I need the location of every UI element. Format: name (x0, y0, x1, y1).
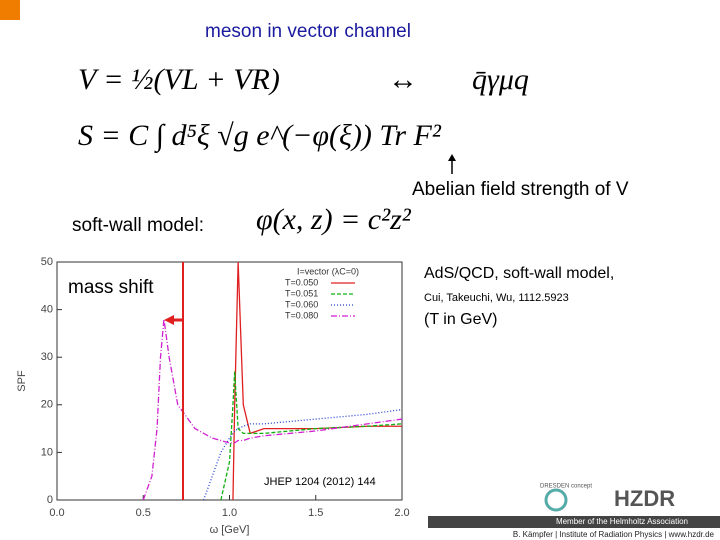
logo-mark (544, 488, 568, 512)
series-line (220, 371, 402, 500)
series-line (142, 319, 402, 500)
x-tick-label: 0.0 (49, 507, 64, 519)
x-tick-label: 1.5 (308, 507, 323, 519)
footer-text: B. Kämpfer | Institute of Radiation Phys… (513, 530, 715, 539)
equation: φ(x, z) = c²z² (256, 203, 412, 236)
citation: JHEP 1204 (2012) 144 (264, 476, 376, 488)
arrow-head (448, 154, 456, 161)
y-tick-label: 20 (41, 399, 53, 411)
y-tick-label: 30 (41, 351, 53, 363)
equation: ↔ (388, 63, 418, 96)
legend-label: T=0.080 (285, 310, 318, 320)
equation: S = C ∫ d⁵ξ √g e^(−φ(ξ)) Tr F² (78, 119, 442, 154)
series-line (203, 408, 402, 500)
y-axis-label: SPF (16, 370, 28, 392)
note: Abelian field strength of V (412, 179, 629, 200)
reference: AdS/QCD, soft-wall model, (424, 265, 614, 282)
x-axis-label: ω [GeV] (210, 524, 250, 536)
x-tick-label: 2.0 (394, 507, 409, 519)
y-tick-label: 50 (41, 256, 53, 268)
y-tick-label: 10 (41, 446, 53, 458)
x-tick-label: 0.5 (136, 507, 151, 519)
footer-bar (428, 516, 720, 528)
corner-mark (0, 0, 20, 20)
reference: (T in GeV) (424, 311, 498, 328)
slide-title: meson in vector channel (205, 21, 411, 42)
annotation: mass shift (68, 277, 154, 298)
logo-text: HZDR (614, 486, 675, 511)
y-tick-label: 0 (47, 494, 53, 506)
legend-label: T=0.050 (285, 277, 318, 287)
legend-title: I=vector (λC=0) (297, 266, 359, 276)
x-tick-label: 1.0 (222, 507, 237, 519)
equation: q̄γμq (472, 63, 529, 96)
legend-label: T=0.051 (285, 288, 318, 298)
y-tick-label: 40 (41, 304, 53, 316)
logo-text: DRESDEN concept (540, 484, 592, 490)
label: soft-wall model: (72, 215, 204, 236)
footer-text: Member of the Helmholtz Association (556, 517, 688, 526)
equation: V = ½(VL + VR) (78, 63, 280, 96)
reference: Cui, Takeuchi, Wu, 1112.5923 (424, 292, 569, 304)
legend-label: T=0.060 (285, 299, 318, 309)
arrow-head (164, 315, 174, 325)
plot: 0 10 20 30 40 50 0.0 0.5 1.0 1.5 2.0 ω [GeV] SPF I=ve… (16, 256, 410, 536)
